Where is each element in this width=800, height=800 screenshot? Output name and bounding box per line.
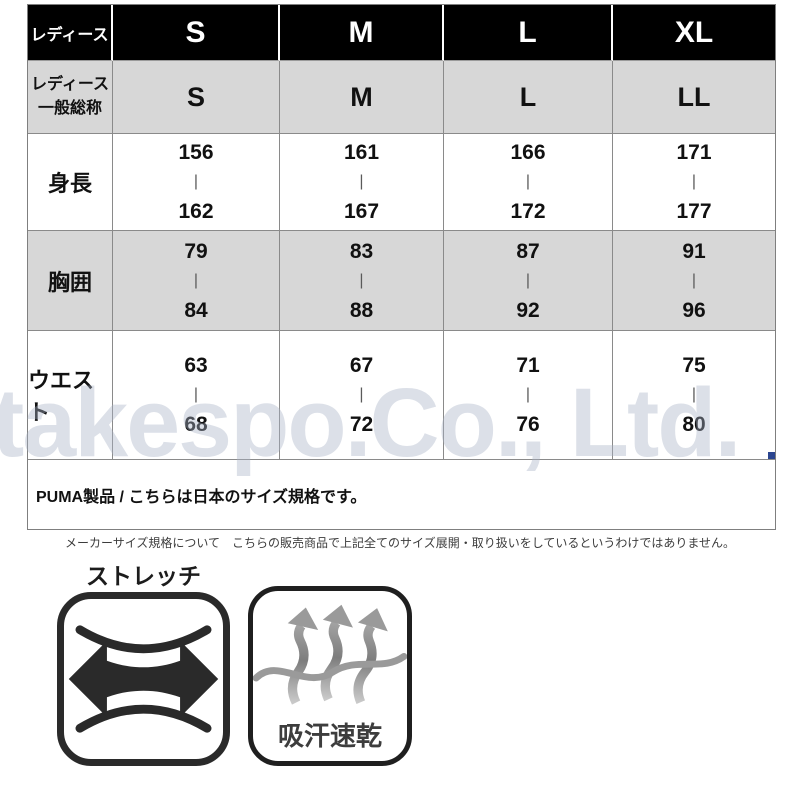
- waist-range-l: 71 | 76: [444, 331, 613, 460]
- range-from: 161: [343, 141, 380, 164]
- moisture-wicking-graphic: [253, 604, 407, 705]
- header-size-xl: XL: [613, 5, 775, 61]
- range-to: 172: [510, 200, 546, 223]
- stretch-feature-label: ストレッチ: [86, 563, 201, 589]
- height-range-l: 166 | 172: [444, 134, 613, 231]
- range-from: 87: [516, 239, 540, 263]
- stretch-icon: [57, 592, 230, 766]
- row-label-chest: 胸囲: [28, 231, 113, 331]
- range-separator: |: [691, 173, 697, 190]
- alias-value-m: M: [280, 61, 444, 134]
- maker-size-note: メーカーサイズ規格について こちらの販売商品で上記全てのサイズ展開・取り扱いをし…: [65, 536, 735, 550]
- range-separator: |: [691, 271, 697, 289]
- height-range-s: 156 | 162: [113, 134, 280, 231]
- chest-range-s: 79 | 84: [113, 231, 280, 331]
- row-label-height: 身長: [28, 134, 113, 231]
- header-size-s: S: [113, 5, 280, 61]
- table-footer-note: PUMA製品 / こちらは日本のサイズ規格です。: [28, 460, 775, 529]
- range-from: 67: [349, 354, 374, 377]
- cell-corner-marker: [768, 452, 775, 459]
- stretch-arrow-graphic: [68, 625, 219, 733]
- range-from: 63: [184, 354, 208, 377]
- range-separator: |: [359, 386, 364, 403]
- row-label-waist: ウエスト: [28, 331, 113, 460]
- header-category-label: レディース: [30, 26, 109, 44]
- waist-range-s: 63 | 68: [113, 331, 280, 460]
- chest-range-l: 87 | 92: [444, 231, 613, 331]
- range-separator: |: [193, 173, 199, 190]
- range-from: 171: [676, 141, 712, 164]
- waist-range-xl: 75 | 80: [613, 331, 775, 460]
- range-from: 83: [349, 239, 374, 263]
- range-from: 71: [516, 354, 540, 377]
- chest-range-xl: 91 | 96: [613, 231, 775, 331]
- height-range-xl: 171 | 177: [613, 134, 775, 231]
- range-from: 166: [510, 141, 546, 164]
- range-from: 79: [184, 239, 208, 263]
- range-from: 91: [682, 239, 706, 263]
- waist-range-m: 67 | 72: [280, 331, 444, 460]
- range-to: 80: [682, 413, 706, 436]
- moisture-wicking-label: 吸汗速乾: [277, 721, 382, 751]
- range-separator: |: [193, 386, 199, 403]
- range-separator: |: [525, 173, 531, 190]
- range-separator: |: [359, 173, 364, 190]
- range-to: 167: [343, 200, 380, 223]
- moisture-wicking-icon: 吸汗速乾: [248, 586, 412, 766]
- height-range-m: 161 | 167: [280, 134, 444, 231]
- alias-row-label: レディース 一般総称: [28, 61, 113, 134]
- range-to: 72: [349, 413, 374, 436]
- range-to: 68: [184, 413, 208, 436]
- size-chart-table: レディース S M L XL レディース 一般総称 S M L LL: [27, 4, 776, 530]
- header-size-l: L: [444, 5, 613, 61]
- range-separator: |: [525, 271, 531, 289]
- range-to: 88: [349, 298, 374, 322]
- range-separator: |: [525, 386, 531, 403]
- range-to: 84: [184, 298, 208, 322]
- range-separator: |: [691, 386, 697, 403]
- range-separator: |: [359, 271, 364, 289]
- alias-value-s: S: [113, 61, 280, 134]
- range-from: 156: [178, 141, 214, 164]
- range-to: 162: [178, 200, 214, 223]
- range-from: 75: [682, 354, 706, 377]
- alias-value-l: L: [444, 61, 613, 134]
- header-category-cell: レディース: [28, 5, 113, 61]
- range-to: 76: [516, 413, 540, 436]
- alias-value-ll: LL: [613, 61, 775, 134]
- header-size-m: M: [280, 5, 444, 61]
- range-separator: |: [193, 271, 199, 289]
- range-to: 96: [682, 298, 706, 322]
- chest-range-m: 83 | 88: [280, 231, 444, 331]
- range-to: 92: [516, 298, 540, 322]
- range-to: 177: [676, 200, 712, 223]
